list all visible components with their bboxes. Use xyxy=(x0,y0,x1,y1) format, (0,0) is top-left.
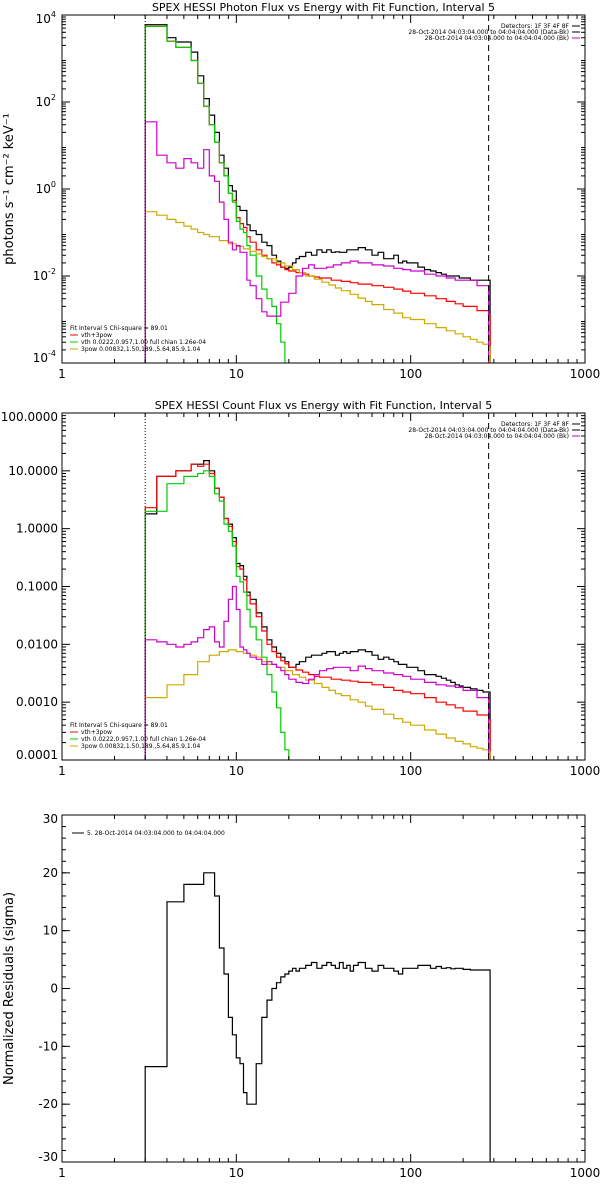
y-axis-label: photons s⁻¹ cm⁻² keV⁻¹ xyxy=(2,113,17,265)
header-text: 28-Oct-2014 04:03:04.000 to 04:04:04.000… xyxy=(408,427,569,434)
y-tick-label: 20 xyxy=(43,866,58,880)
y-tick-exponent: -2 xyxy=(48,267,56,276)
legend-text: 3pow 0.00832,1.50,189.,5.64,85.9,1.04 xyxy=(81,346,200,353)
series-line-bk xyxy=(144,121,491,363)
x-tick-label: 10 xyxy=(229,764,244,778)
series-line-3pow xyxy=(144,649,491,760)
plot-frame xyxy=(61,14,586,364)
y-tick-exponent: 4 xyxy=(51,10,56,19)
y-tick-label: 0.0001 xyxy=(16,748,58,762)
y-tick-label: 0.1000 xyxy=(16,580,58,594)
series-group xyxy=(144,24,491,363)
legend-text: vth 0.0222,0.957,1.00 full chian 1.26e-0… xyxy=(81,339,206,346)
x-tick-label: 100 xyxy=(399,367,422,381)
x-tick-label: 1 xyxy=(58,764,66,778)
plot-frame xyxy=(61,412,586,761)
x-tick-label: 1000 xyxy=(570,367,600,381)
legend-text: vth+3pow xyxy=(81,729,112,736)
legend-text: 3pow 0.00832,1.50,189.,5.64,85.9,1.04 xyxy=(81,743,200,750)
x-tick-label: 1 xyxy=(58,367,66,381)
y-tick-label: 10.0000 xyxy=(8,464,58,478)
chart-title: SPEX HESSI Photon Flux vs Energy with Fi… xyxy=(152,1,495,14)
y-axis-label: Normalized Residuals (sigma) xyxy=(2,892,17,1085)
y-tick-label: 10-2 xyxy=(33,267,56,283)
legend-text: vth+3pow xyxy=(81,332,112,339)
series-line-vth xyxy=(144,25,287,363)
x-tick-label: 10 xyxy=(229,367,244,381)
y-tick-label: -20 xyxy=(38,1097,58,1111)
chart-panel-3: Normalized Residuals (sigma)1 10 100 1000-3… xyxy=(2,812,600,1180)
x-tick-label: 1000 xyxy=(570,1166,600,1180)
x-tick-label: 100 xyxy=(399,1166,422,1180)
series-line-bk xyxy=(144,585,491,760)
y-tick-label: 10 xyxy=(43,924,58,938)
y-tick-exponent: 2 xyxy=(51,93,56,102)
x-tick-label: 1 xyxy=(58,1166,66,1180)
y-tick-label: 0.0010 xyxy=(16,695,58,709)
y-tick-base: 10 xyxy=(33,269,48,283)
series-line-vth-3pow xyxy=(144,25,491,363)
legend-text: 5. 28-Oct-2014 04:03:04.000 to 04:04:04.… xyxy=(87,830,225,837)
plot-frame xyxy=(61,814,586,1163)
y-tick-label: 1.0000 xyxy=(16,522,58,536)
y-tick-label: -30 xyxy=(38,1150,58,1164)
header-text: Detectors: 1F 3F 4F 8F xyxy=(501,23,570,30)
header-text: 28-Oct-2014 04:03:04.000 to 04:04:04.000… xyxy=(408,29,569,36)
y-tick-label: 100.0000 xyxy=(1,410,58,424)
series-line-3pow xyxy=(144,211,491,363)
series-line-vth xyxy=(144,470,291,760)
series-line-vth-3pow xyxy=(144,463,491,760)
x-tick-label: 1000 xyxy=(570,764,600,778)
header-text: Detectors: 1F 3F 4F 8F xyxy=(501,421,570,428)
legend-text: Fit Interval 5 Chi-square = 89.01 xyxy=(70,325,168,332)
header-text: 28-Oct-2014 04:03:04.000 to 04:04:04.000… xyxy=(425,433,569,440)
legend-text: vth 0.0222,0.957,1.00 full chian 1.26e-0… xyxy=(81,736,206,743)
chart-panel-2: SPEX HESSI Count Flux vs Energy with Fit… xyxy=(1,399,600,778)
chart-title: SPEX HESSI Count Flux vs Energy with Fit… xyxy=(155,399,492,412)
y-tick-exponent: -4 xyxy=(48,349,56,358)
series-group xyxy=(144,460,491,760)
y-tick-base: 10 xyxy=(36,95,51,109)
y-tick-label: 0.0100 xyxy=(16,637,58,651)
series-line-data-bk xyxy=(144,24,491,363)
legend-text: Fit Interval 5 Chi-square = 89.01 xyxy=(70,722,168,729)
y-tick-label: -10 xyxy=(38,1039,58,1053)
x-tick-label: 10 xyxy=(229,1166,244,1180)
y-tick-label: 100 xyxy=(36,180,56,196)
series-line-residuals xyxy=(144,872,491,1162)
y-tick-base: 10 xyxy=(36,182,51,196)
y-tick-base: 10 xyxy=(33,351,48,365)
y-tick-label: 104 xyxy=(36,10,56,26)
y-tick-exponent: 0 xyxy=(51,180,56,189)
y-tick-label: 30 xyxy=(43,812,58,826)
y-tick-label: 102 xyxy=(36,93,56,109)
series-line-data-bk xyxy=(144,460,491,760)
y-tick-base: 10 xyxy=(36,12,51,26)
header-text: 28-Oct-2014 04:03:04.000 to 04:04:04.000… xyxy=(425,35,569,42)
x-tick-label: 100 xyxy=(399,764,422,778)
y-tick-label: 0 xyxy=(50,982,58,996)
series-group xyxy=(144,872,491,1162)
chart-panel-1: SPEX HESSI Photon Flux vs Energy with Fi… xyxy=(2,1,600,381)
y-tick-label: 10-4 xyxy=(33,349,56,365)
